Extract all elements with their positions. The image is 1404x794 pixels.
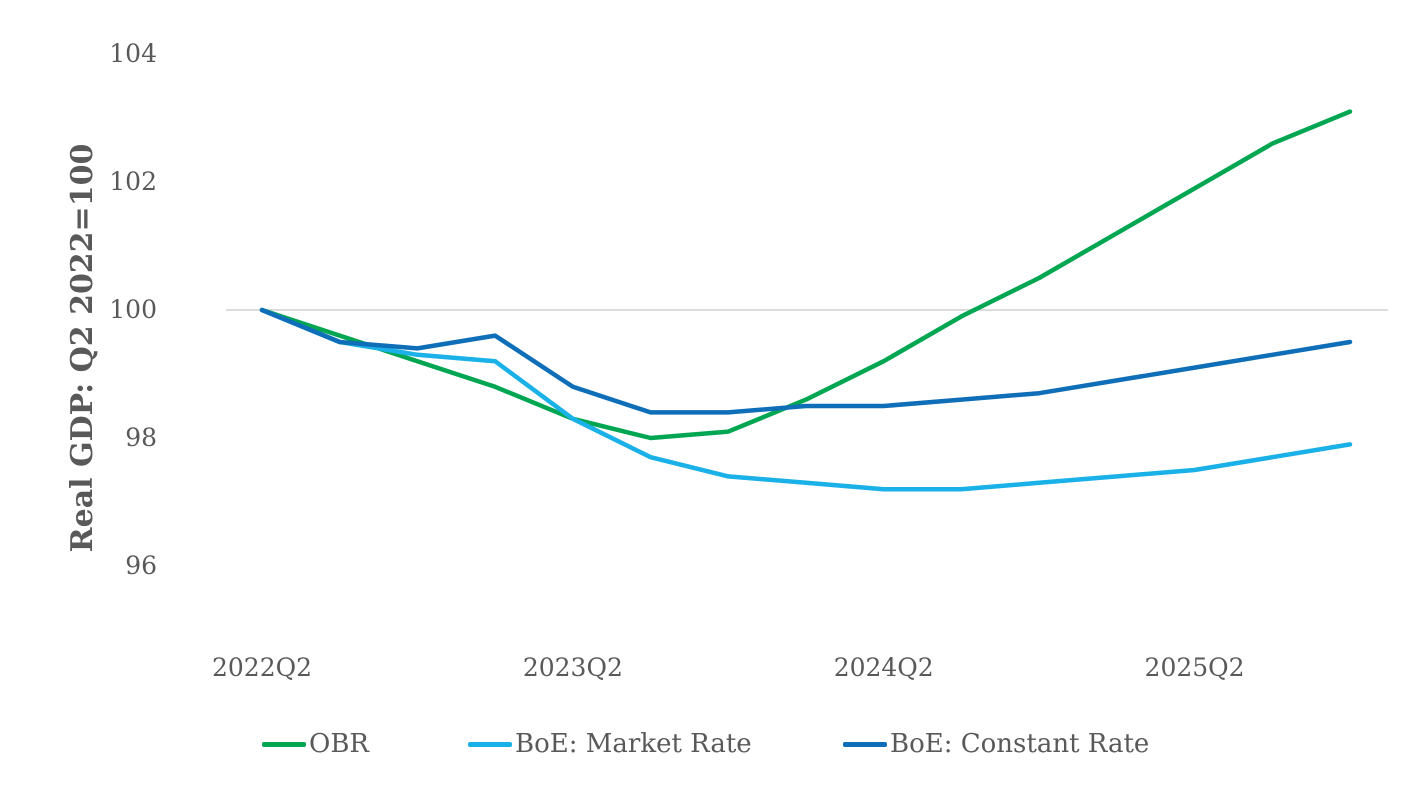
legend-item-obr: OBR [262, 726, 369, 762]
y-tick-label: 98 [125, 423, 157, 452]
legend-label-boe-market-rate: BoE: Market Rate [515, 729, 752, 759]
series-line-boe-market-rate [259, 307, 1353, 492]
legend-label-obr: OBR [309, 729, 369, 759]
y-tick-label: 102 [109, 167, 157, 196]
y-tick-label: 100 [109, 295, 157, 324]
legend-label-boe-constant-rate: BoE: Constant Rate [890, 729, 1150, 759]
y-tick-label: 96 [125, 551, 157, 580]
series-lines [259, 109, 1353, 492]
y-tick-label: 104 [109, 39, 157, 68]
x-tick-label: 2022Q2 [212, 653, 312, 682]
series-line-obr [259, 109, 1353, 441]
x-axis-ticks: 2022Q2 2023Q2 2024Q2 2025Q2 [212, 653, 1245, 682]
legend-swatch-boe-constant-rate [843, 741, 887, 747]
legend-swatch-obr [262, 741, 306, 747]
legend-swatch-boe-market-rate [468, 741, 512, 747]
x-tick-label: 2024Q2 [834, 653, 934, 682]
x-tick-label: 2025Q2 [1145, 653, 1245, 682]
y-axis-label: Real GDP: Q2 2022=100 [65, 144, 100, 553]
series-line-boe-constant-rate [259, 307, 1353, 415]
x-tick-label: 2023Q2 [523, 653, 623, 682]
legend: OBR BoE: Market Rate BoE: Constant Rate [0, 726, 1404, 766]
legend-item-boe-constant-rate: BoE: Constant Rate [843, 726, 1149, 762]
legend-item-boe-market-rate: BoE: Market Rate [468, 726, 752, 762]
y-axis-ticks: 96 98 100 102 104 [109, 39, 157, 580]
